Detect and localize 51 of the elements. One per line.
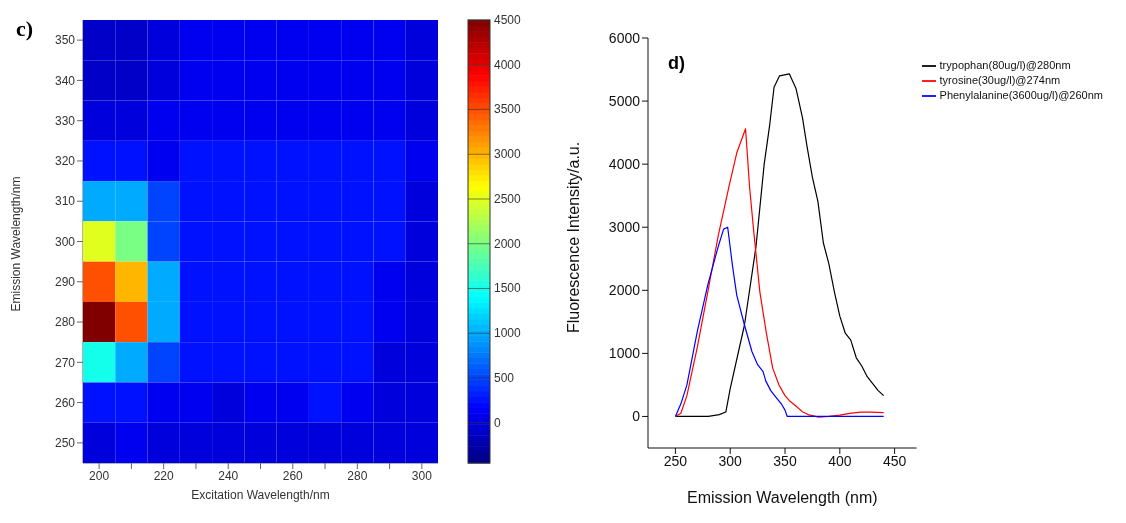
y-tick-label: 280 <box>54 315 76 330</box>
color-bar-label: 2000 <box>494 236 522 251</box>
legend-label: trypophan(80ug/l)@280nm <box>939 59 1071 71</box>
y-tick-label: 2000 <box>608 282 641 299</box>
line-series <box>674 226 885 418</box>
y-tick-label: 250 <box>54 436 76 451</box>
y-tick-label: 340 <box>54 73 76 88</box>
y-tick-label: 1000 <box>608 345 641 362</box>
x-tick-label: 220 <box>153 468 175 483</box>
color-bar-label: 4000 <box>494 57 522 72</box>
color-bar-label: 4500 <box>494 13 522 27</box>
y-tick-label: 5000 <box>608 93 641 110</box>
x-tick-label: 300 <box>718 452 743 469</box>
x-tick-label: 350 <box>773 452 797 469</box>
y-tick-label: 6000 <box>608 29 641 46</box>
x-tick-label: 280 <box>347 468 368 483</box>
y-tick-label: 4000 <box>608 156 641 173</box>
y-tick-label: 300 <box>54 234 76 249</box>
y-tick-label: 270 <box>54 355 76 370</box>
y-axis-title: Fluorescence Intensity/a.u. <box>564 141 582 333</box>
color-bar-label: 3000 <box>494 147 522 162</box>
y-tick-label: 3000 <box>608 219 641 236</box>
line-series <box>674 128 885 418</box>
color-bar-label: 3500 <box>494 102 522 117</box>
x-tick-label: 240 <box>218 468 239 483</box>
x-tick-label: 450 <box>882 452 907 469</box>
chart-title: c) <box>16 16 34 42</box>
x-tick-label: 260 <box>282 468 304 483</box>
y-tick-label: 320 <box>54 154 76 169</box>
y-axis-title: Emission Wavelength/nm <box>9 176 24 312</box>
line-series <box>674 73 885 418</box>
x-axis-title: Excitation Wavelength/nm <box>190 488 331 502</box>
x-tick-label: 400 <box>828 452 852 469</box>
x-tick-label: 250 <box>663 452 688 469</box>
color-bar-label: 0 <box>494 415 501 430</box>
color-bar-label: 1500 <box>494 281 522 296</box>
y-tick-label: 350 <box>54 33 76 48</box>
y-tick-label: 330 <box>54 113 76 128</box>
color-bar-label: 1000 <box>494 326 522 341</box>
y-tick-label: 310 <box>54 194 76 209</box>
x-tick-label: 200 <box>89 468 110 483</box>
color-bar-label: 500 <box>494 370 515 385</box>
y-tick-label: 260 <box>54 395 76 410</box>
x-axis-title: Emission Wavelength (nm) <box>686 489 878 506</box>
x-tick-label: 300 <box>411 468 433 483</box>
color-bar-label: 2500 <box>494 191 522 206</box>
legend-label: Phenylalanine(3600ug/l)@260nm <box>939 89 1103 102</box>
legend-label: tyrosine(30ug/l)@274nm <box>939 74 1061 87</box>
y-tick-label: 0 <box>632 408 641 425</box>
text: d) <box>668 53 685 74</box>
y-tick-label: 290 <box>54 275 76 290</box>
